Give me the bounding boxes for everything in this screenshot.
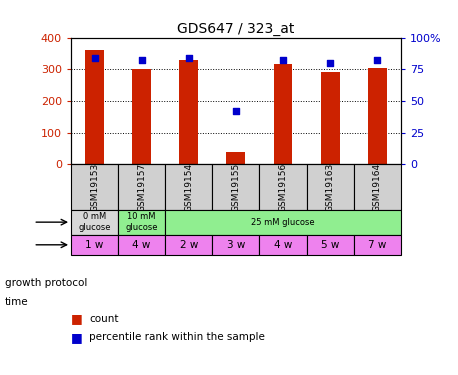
Bar: [306, 235, 354, 255]
Text: GSM19153: GSM19153: [90, 162, 99, 211]
Bar: [368, 68, 387, 164]
Bar: [71, 235, 118, 255]
Text: 25 mM glucose: 25 mM glucose: [251, 217, 315, 226]
Text: GSM19154: GSM19154: [184, 162, 193, 211]
Text: percentile rank within the sample: percentile rank within the sample: [89, 333, 265, 342]
Text: GSM19163: GSM19163: [326, 162, 335, 211]
Point: [232, 108, 240, 114]
Bar: [354, 235, 401, 255]
Bar: [306, 164, 354, 210]
Bar: [165, 235, 213, 255]
Bar: [259, 164, 306, 210]
Bar: [226, 152, 245, 164]
Bar: [321, 72, 339, 164]
Text: 1 w: 1 w: [85, 240, 104, 250]
Text: 4 w: 4 w: [274, 240, 292, 250]
Point: [374, 57, 381, 63]
Text: 2 w: 2 w: [180, 240, 198, 250]
Text: 5 w: 5 w: [321, 240, 339, 250]
Bar: [71, 164, 118, 210]
Text: time: time: [5, 297, 28, 307]
Bar: [165, 164, 213, 210]
Bar: [273, 64, 292, 164]
Text: 4 w: 4 w: [132, 240, 151, 250]
Point: [185, 55, 192, 61]
Bar: [180, 60, 198, 164]
Text: 0 mM
glucose: 0 mM glucose: [78, 213, 111, 232]
Text: 3 w: 3 w: [227, 240, 245, 250]
Text: GSM19164: GSM19164: [373, 162, 382, 211]
Text: growth protocol: growth protocol: [5, 278, 87, 288]
Bar: [213, 164, 259, 210]
Text: GSM19155: GSM19155: [231, 162, 240, 211]
Point: [138, 57, 145, 63]
Bar: [132, 69, 151, 164]
Bar: [118, 164, 165, 210]
Bar: [118, 210, 165, 235]
Text: 7 w: 7 w: [368, 240, 387, 250]
Point: [327, 60, 334, 66]
Bar: [71, 210, 118, 235]
Title: GDS647 / 323_at: GDS647 / 323_at: [177, 22, 294, 36]
Bar: [165, 210, 401, 235]
Bar: [118, 235, 165, 255]
Point: [279, 57, 287, 63]
Bar: [85, 50, 104, 164]
Bar: [259, 235, 306, 255]
Text: count: count: [89, 314, 119, 324]
Text: ■: ■: [71, 331, 83, 344]
Text: GSM19156: GSM19156: [278, 162, 288, 211]
Text: ■: ■: [71, 312, 83, 325]
Text: GSM19157: GSM19157: [137, 162, 146, 211]
Bar: [354, 164, 401, 210]
Point: [91, 55, 98, 61]
Text: 10 mM
glucose: 10 mM glucose: [125, 213, 158, 232]
Bar: [213, 235, 259, 255]
